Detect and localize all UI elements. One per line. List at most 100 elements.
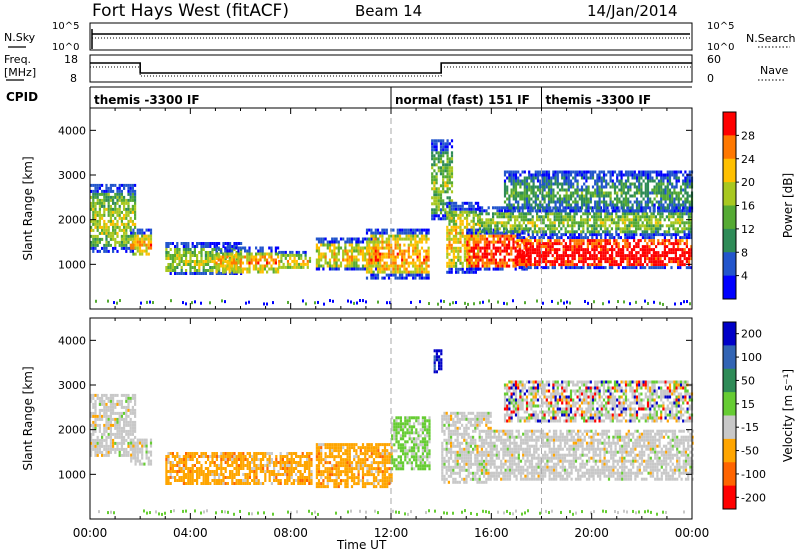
data-cell — [96, 414, 99, 418]
data-cell — [127, 234, 130, 238]
data-cell — [401, 255, 404, 259]
data-cell — [344, 246, 347, 250]
data-cell — [573, 242, 576, 246]
data-cell — [530, 188, 533, 192]
data-cell — [109, 402, 112, 406]
data-cell — [123, 201, 126, 205]
data-cell — [129, 210, 132, 214]
data-cell — [94, 441, 97, 445]
data-cell — [433, 148, 436, 152]
data-cell — [112, 234, 115, 238]
data-cell — [545, 173, 548, 177]
data-cell — [123, 447, 126, 451]
data-cell — [510, 203, 513, 207]
data-cell — [450, 190, 454, 194]
data-cell — [569, 245, 572, 249]
data-cell — [528, 185, 531, 189]
data-cell — [633, 239, 636, 243]
data-cell — [109, 423, 112, 427]
data-cell — [105, 183, 108, 187]
data-cell — [571, 221, 574, 225]
data-cell — [547, 170, 551, 174]
data-cell — [114, 207, 117, 211]
data-cell — [383, 246, 386, 250]
data-cell — [92, 405, 95, 409]
data-cell — [123, 225, 126, 229]
data-cell — [228, 258, 231, 262]
data-cell — [379, 261, 382, 265]
data-cell — [450, 267, 453, 271]
freq-tick-bottom: 8 — [70, 72, 77, 85]
data-cell — [416, 258, 419, 262]
data-cell — [149, 243, 153, 247]
data-cell — [450, 201, 453, 205]
data-cell — [407, 249, 410, 253]
data-cell — [331, 255, 334, 259]
data-cell — [193, 266, 196, 269]
data-cell — [277, 252, 280, 256]
data-cell — [650, 248, 653, 252]
data-cell — [605, 182, 608, 186]
data-cell — [246, 270, 249, 274]
data-cell — [145, 228, 148, 232]
data-cell — [653, 209, 656, 213]
data-cell — [472, 249, 475, 253]
data-cell — [627, 197, 630, 201]
data-cell — [472, 270, 475, 274]
data-cell — [446, 231, 449, 235]
data-cell — [512, 243, 515, 247]
data-cell — [547, 239, 550, 243]
data-cell — [328, 258, 332, 262]
data-cell — [109, 420, 112, 424]
data-cell — [477, 252, 480, 256]
data-cell — [666, 197, 669, 201]
data-cell — [595, 227, 598, 231]
data-cell — [141, 252, 144, 256]
data-cell — [649, 206, 652, 210]
data-cell — [679, 203, 683, 207]
data-cell — [686, 200, 689, 204]
data-cell — [344, 252, 347, 256]
data-cell — [688, 257, 691, 261]
data-cell — [663, 236, 666, 240]
data-cell — [452, 234, 455, 238]
data-cell — [599, 224, 602, 228]
data-cell — [472, 252, 475, 256]
data-cell — [585, 179, 588, 183]
data-cell — [615, 251, 618, 255]
data-cell — [134, 234, 137, 238]
data-cell — [385, 261, 388, 265]
data-cell — [572, 191, 575, 195]
data-cell — [92, 243, 95, 247]
data-cell — [650, 263, 653, 267]
data-cell — [608, 248, 611, 252]
data-cell — [335, 258, 338, 262]
data-cell — [468, 237, 471, 241]
data-cell — [573, 218, 576, 222]
data-cell — [487, 206, 490, 210]
data-cell — [633, 254, 636, 258]
data-cell — [178, 263, 181, 266]
data-cell — [536, 215, 539, 219]
data-cell — [503, 224, 506, 228]
data-cell — [580, 248, 583, 252]
data-cell — [127, 222, 130, 226]
data-cell — [200, 272, 203, 275]
data-cell — [613, 260, 616, 264]
data-cell — [333, 252, 336, 256]
data-cell — [455, 231, 458, 235]
data-cell — [109, 393, 112, 397]
data-cell — [116, 435, 119, 439]
data-cell — [608, 254, 611, 258]
data-cell — [635, 242, 638, 246]
data-cell — [520, 236, 523, 240]
data-cell — [508, 194, 511, 198]
data-cell — [569, 263, 572, 267]
data-cell — [477, 243, 480, 247]
data-cell — [534, 194, 537, 198]
data-cell — [620, 182, 623, 186]
data-cell — [474, 207, 477, 211]
data-cell — [627, 200, 630, 204]
data-cell — [644, 260, 647, 264]
data-cell — [222, 245, 225, 248]
